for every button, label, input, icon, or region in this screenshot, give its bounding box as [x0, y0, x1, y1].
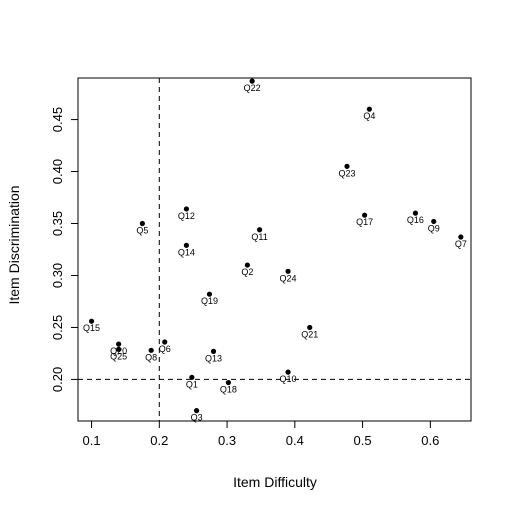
data-point-label: Q4 [363, 111, 375, 121]
data-point [116, 341, 122, 347]
data-point [431, 218, 437, 225]
data-point [225, 379, 232, 386]
data-point-label: Q14 [178, 247, 195, 257]
data-point-label: Q10 [280, 374, 297, 384]
data-point [116, 346, 122, 352]
data-point-label: Q5 [136, 226, 148, 236]
data-point [193, 408, 200, 414]
y-tick-label: 0.25 [50, 315, 65, 340]
data-point [183, 242, 190, 248]
data-point [285, 268, 291, 274]
data-point-label: Q6 [159, 344, 171, 354]
data-point-label: Q19 [201, 296, 218, 306]
reference-lines [78, 78, 471, 421]
data-point-label: Q11 [251, 232, 267, 242]
data-point [139, 220, 145, 227]
data-point [183, 206, 190, 212]
data-point-label: Q8 [145, 352, 157, 362]
data-point [210, 348, 217, 354]
data-point-label: Q3 [191, 413, 203, 423]
y-tick-label: 0.45 [50, 107, 65, 132]
y-tick-label: 0.30 [50, 263, 65, 288]
data-point [88, 318, 95, 324]
data-point-label: Q16 [407, 215, 424, 225]
data-point-label: Q1 [186, 379, 198, 389]
x-tick-label: 0.3 [218, 433, 236, 448]
data-point-label: Q22 [244, 83, 261, 93]
data-point-label: Q17 [356, 217, 373, 227]
data-point-label: Q2 [241, 267, 253, 277]
y-axis: 0.20 0.25 0.30 0.35 0.40 0.45 [50, 107, 79, 392]
data-point [366, 106, 372, 112]
y-tick-label: 0.20 [50, 367, 65, 392]
x-tick-label: 0.6 [421, 433, 439, 448]
data-point [244, 262, 250, 268]
data-points: Q1 Q2 Q3 Q4 Q5 Q6 Q7 Q8 Q9 Q10 Q11 Q12 Q13 Q14 Q15 Q16 Q… [83, 78, 467, 423]
data-point [412, 210, 419, 216]
y-axis-title: Item Discrimination [6, 185, 22, 304]
y-tick-label: 0.40 [50, 159, 65, 184]
data-point-label: Q15 [83, 323, 100, 333]
data-point-label: Q13 [205, 353, 222, 363]
data-point [249, 78, 255, 84]
data-point-label: Q23 [338, 168, 355, 178]
x-axis: 0.1 0.2 0.3 0.4 0.5 0.6 [83, 420, 439, 448]
data-point [344, 163, 350, 169]
plot-frame [77, 77, 472, 422]
data-point [362, 212, 368, 218]
data-point [285, 369, 291, 375]
data-point [256, 227, 263, 233]
data-point-label: Q7 [455, 239, 467, 249]
data-point [189, 374, 195, 380]
data-point [307, 324, 313, 331]
x-axis-title: Item Difficulty [233, 474, 317, 490]
data-point-label: Q9 [428, 223, 440, 233]
data-point-label: Q18 [220, 385, 237, 395]
y-tick-label: 0.35 [50, 211, 65, 236]
data-point [206, 291, 213, 297]
data-point [148, 347, 154, 353]
x-tick-label: 0.2 [150, 433, 168, 448]
x-tick-label: 0.1 [83, 433, 101, 448]
data-point-label: Q12 [178, 211, 195, 221]
data-point-label: Q21 [301, 329, 318, 339]
data-point-label: Q24 [280, 273, 297, 283]
data-point [458, 234, 464, 240]
x-tick-label: 0.4 [286, 433, 304, 448]
x-tick-label: 0.5 [354, 433, 372, 448]
data-point [162, 339, 168, 345]
data-point-label: Q25 [110, 351, 127, 361]
